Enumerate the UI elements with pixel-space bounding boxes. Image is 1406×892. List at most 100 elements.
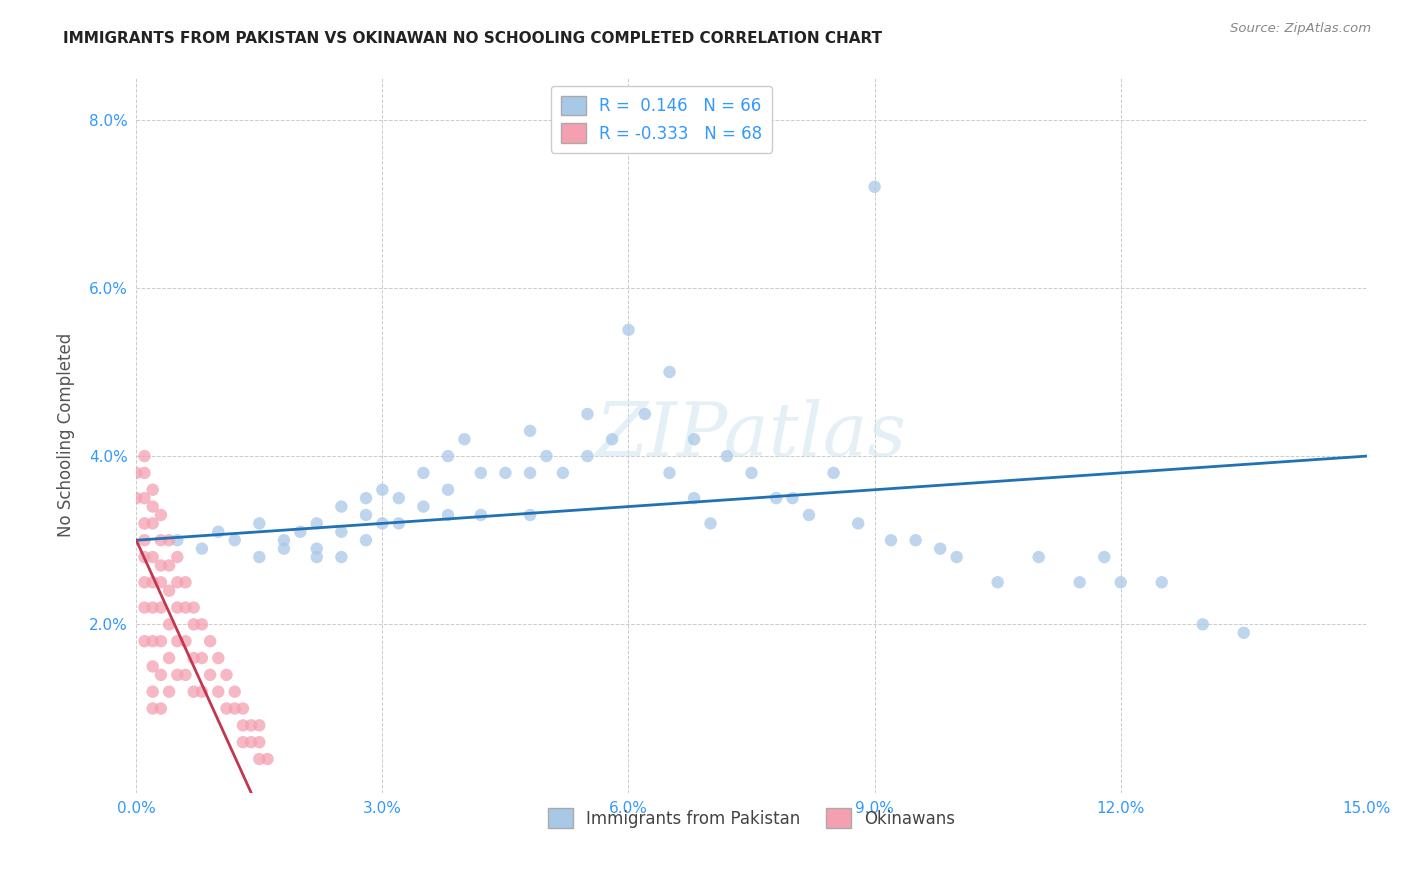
- Point: [437, 508, 460, 522]
- Point: [388, 516, 411, 531]
- Point: [470, 466, 492, 480]
- Point: [142, 550, 165, 565]
- Point: [157, 684, 180, 698]
- Point: [437, 449, 460, 463]
- Point: [149, 575, 172, 590]
- Point: [846, 516, 869, 531]
- Point: [134, 466, 156, 480]
- Point: [305, 516, 328, 531]
- Point: [240, 718, 263, 732]
- Point: [166, 533, 188, 548]
- Point: [519, 466, 541, 480]
- Point: [125, 466, 148, 480]
- Point: [273, 533, 295, 548]
- Point: [576, 449, 599, 463]
- Point: [134, 575, 156, 590]
- Point: [198, 634, 221, 648]
- Point: [174, 600, 197, 615]
- Point: [519, 424, 541, 438]
- Point: [149, 600, 172, 615]
- Point: [904, 533, 927, 548]
- Point: [782, 491, 804, 505]
- Point: [215, 668, 238, 682]
- Point: [174, 668, 197, 682]
- Point: [207, 651, 229, 665]
- Point: [134, 600, 156, 615]
- Point: [797, 508, 820, 522]
- Point: [765, 491, 787, 505]
- Point: [1150, 575, 1173, 590]
- Point: [149, 668, 172, 682]
- Point: [191, 617, 214, 632]
- Point: [224, 701, 246, 715]
- Point: [232, 718, 254, 732]
- Point: [863, 179, 886, 194]
- Point: [157, 558, 180, 573]
- Point: [134, 449, 156, 463]
- Point: [157, 533, 180, 548]
- Point: [388, 491, 411, 505]
- Point: [880, 533, 903, 548]
- Point: [1191, 617, 1213, 632]
- Point: [183, 600, 205, 615]
- Point: [149, 533, 172, 548]
- Point: [166, 668, 188, 682]
- Point: [166, 575, 188, 590]
- Point: [174, 575, 197, 590]
- Point: [617, 323, 640, 337]
- Point: [987, 575, 1010, 590]
- Point: [157, 617, 180, 632]
- Point: [305, 550, 328, 565]
- Point: [1069, 575, 1091, 590]
- Point: [224, 684, 246, 698]
- Point: [183, 617, 205, 632]
- Point: [142, 701, 165, 715]
- Point: [716, 449, 738, 463]
- Point: [142, 500, 165, 514]
- Point: [166, 634, 188, 648]
- Point: [412, 500, 434, 514]
- Point: [157, 651, 180, 665]
- Point: [634, 407, 657, 421]
- Point: [1233, 625, 1256, 640]
- Point: [305, 541, 328, 556]
- Point: [142, 516, 165, 531]
- Point: [683, 491, 706, 505]
- Point: [149, 558, 172, 573]
- Point: [142, 483, 165, 497]
- Point: [191, 651, 214, 665]
- Point: [658, 365, 681, 379]
- Point: [247, 550, 270, 565]
- Point: [453, 432, 475, 446]
- Point: [247, 735, 270, 749]
- Point: [232, 701, 254, 715]
- Point: [191, 684, 214, 698]
- Legend: Immigrants from Pakistan, Okinawans: Immigrants from Pakistan, Okinawans: [541, 802, 962, 834]
- Point: [174, 634, 197, 648]
- Point: [166, 550, 188, 565]
- Point: [149, 508, 172, 522]
- Point: [224, 533, 246, 548]
- Text: Source: ZipAtlas.com: Source: ZipAtlas.com: [1230, 22, 1371, 36]
- Point: [330, 500, 353, 514]
- Y-axis label: No Schooling Completed: No Schooling Completed: [58, 333, 75, 537]
- Point: [371, 483, 394, 497]
- Point: [929, 541, 952, 556]
- Point: [183, 651, 205, 665]
- Point: [125, 491, 148, 505]
- Point: [157, 583, 180, 598]
- Point: [519, 508, 541, 522]
- Point: [183, 684, 205, 698]
- Point: [142, 659, 165, 673]
- Point: [240, 735, 263, 749]
- Point: [273, 541, 295, 556]
- Point: [470, 508, 492, 522]
- Point: [134, 550, 156, 565]
- Point: [247, 516, 270, 531]
- Point: [247, 752, 270, 766]
- Point: [536, 449, 558, 463]
- Point: [371, 516, 394, 531]
- Point: [412, 466, 434, 480]
- Point: [683, 432, 706, 446]
- Point: [741, 466, 763, 480]
